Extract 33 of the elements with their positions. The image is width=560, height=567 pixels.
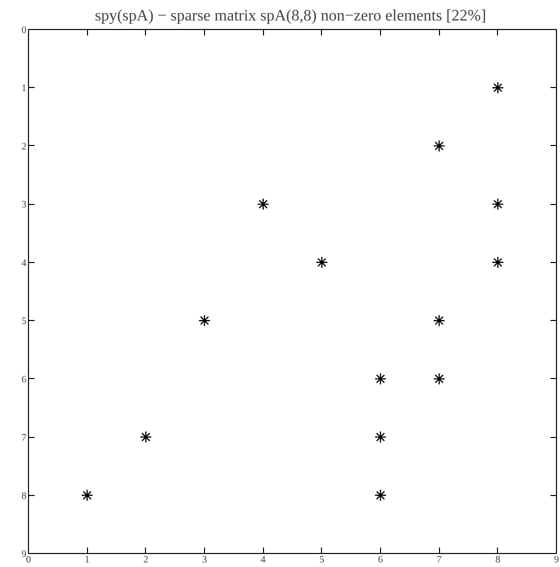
chart-title: spy(spA) − sparse matrix spA(8,8) non−zero elements [22%] [94,8,486,24]
y-tick-label: 8 [22,490,26,502]
y-tick-label: 7 [22,432,26,444]
point [81,489,94,502]
point [374,489,387,502]
point [257,198,270,210]
y-tick-label: 5 [22,316,26,328]
y-tick-label: 0 [22,25,26,36]
point [492,198,504,210]
x-tick-label: 3 [202,554,207,566]
y-tick-label: 6 [22,374,26,386]
x-tick-label: 7 [436,554,442,566]
x-tick-label: 4 [260,554,266,566]
point [492,256,504,268]
y-tick-label: 2 [22,141,26,152]
y-tick-label: 4 [22,258,26,269]
point [374,372,387,385]
point [316,256,328,268]
x-tick-label: 6 [378,554,383,566]
point [433,372,446,385]
x-tick-label: 8 [495,554,500,566]
point [140,430,152,444]
y-tick-label: 3 [22,200,26,211]
point [433,314,446,327]
point [492,82,504,94]
y-tick-label: 1 [22,83,26,94]
x-tick-label: 2 [143,554,148,566]
x-tick-label: 1 [84,554,90,566]
point [198,314,211,327]
x-tick-label: 9 [554,554,559,566]
point [433,140,446,152]
x-tick-label: 5 [319,554,324,566]
point [374,430,387,444]
